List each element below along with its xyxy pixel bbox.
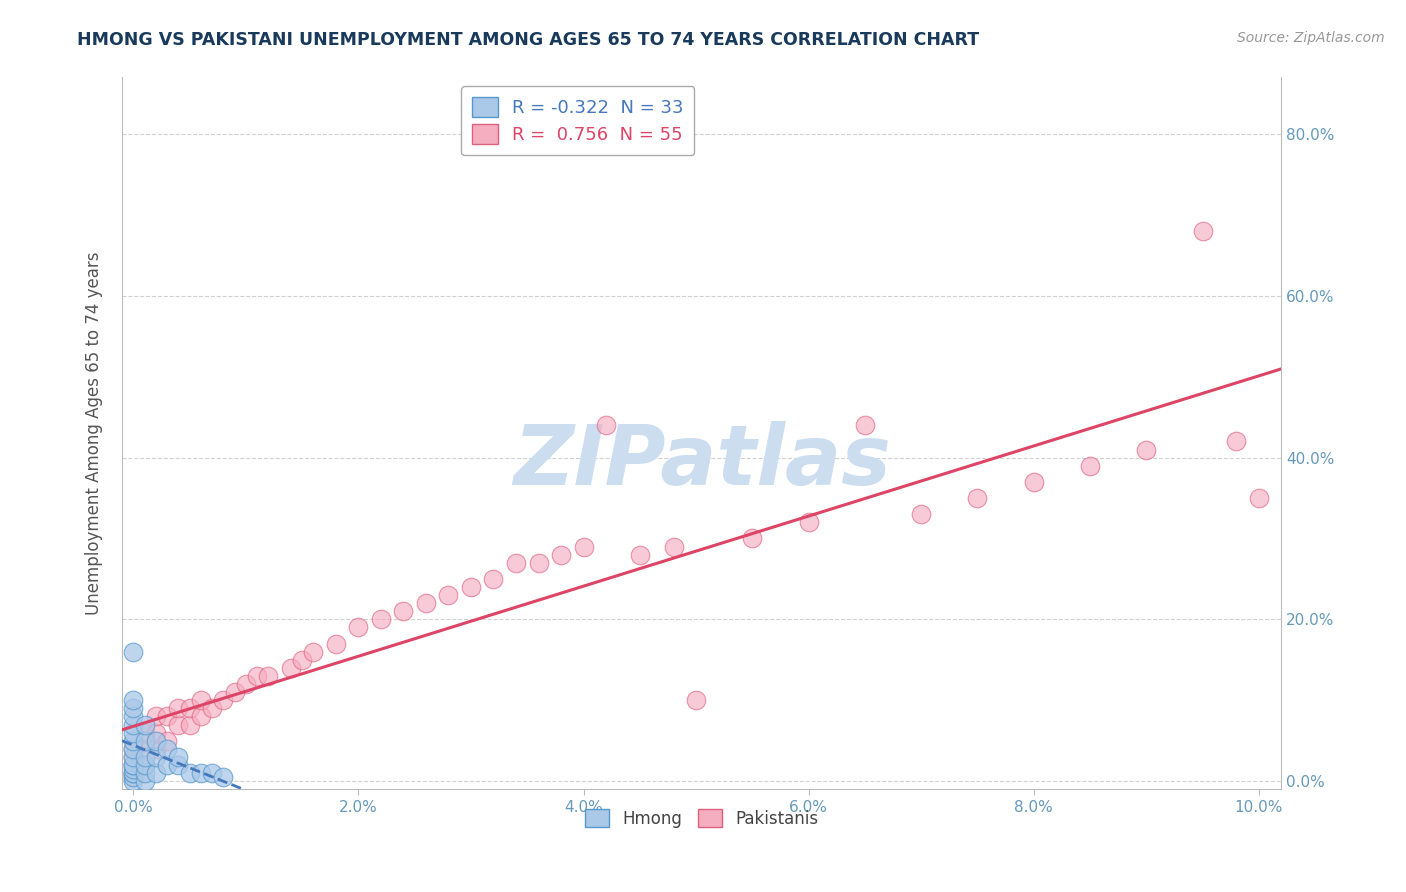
Point	[325, 637, 347, 651]
Point	[122, 701, 145, 715]
Point	[156, 733, 179, 747]
Point	[572, 540, 595, 554]
Point	[156, 758, 179, 772]
Point	[460, 580, 482, 594]
Point	[595, 418, 617, 433]
Point	[122, 766, 145, 780]
Point	[527, 556, 550, 570]
Point	[1225, 434, 1247, 449]
Text: Source: ZipAtlas.com: Source: ZipAtlas.com	[1237, 31, 1385, 45]
Point	[122, 758, 145, 772]
Point	[122, 766, 145, 780]
Point	[392, 604, 415, 618]
Point	[122, 709, 145, 723]
Point	[1135, 442, 1157, 457]
Point	[122, 750, 145, 764]
Point	[190, 766, 212, 780]
Point	[122, 645, 145, 659]
Point	[122, 750, 145, 764]
Point	[122, 725, 145, 739]
Point	[122, 758, 145, 772]
Point	[853, 418, 876, 433]
Point	[179, 766, 201, 780]
Point	[122, 766, 145, 780]
Point	[145, 709, 167, 723]
Point	[741, 532, 763, 546]
Point	[145, 741, 167, 756]
Point	[235, 677, 257, 691]
Point	[246, 669, 269, 683]
Point	[122, 717, 145, 731]
Point	[156, 741, 179, 756]
Point	[291, 653, 314, 667]
Point	[167, 758, 190, 772]
Point	[628, 548, 651, 562]
Point	[550, 548, 572, 562]
Point	[179, 701, 201, 715]
Point	[257, 669, 280, 683]
Point	[145, 766, 167, 780]
Point	[156, 709, 179, 723]
Point	[122, 762, 145, 776]
Point	[122, 741, 145, 756]
Point	[167, 717, 190, 731]
Point	[437, 588, 460, 602]
Point	[122, 693, 145, 707]
Point	[797, 516, 820, 530]
Y-axis label: Unemployment Among Ages 65 to 74 years: Unemployment Among Ages 65 to 74 years	[86, 252, 103, 615]
Point	[122, 733, 145, 747]
Point	[224, 685, 246, 699]
Point	[167, 750, 190, 764]
Point	[415, 596, 437, 610]
Point	[122, 774, 145, 789]
Point	[966, 491, 988, 505]
Point	[910, 507, 932, 521]
Text: ZIPatlas: ZIPatlas	[513, 421, 890, 502]
Point	[212, 770, 235, 784]
Point	[1022, 475, 1045, 489]
Point	[134, 758, 156, 772]
Point	[167, 701, 190, 715]
Point	[1078, 458, 1101, 473]
Point	[122, 770, 145, 784]
Point	[662, 540, 685, 554]
Point	[134, 717, 156, 731]
Point	[122, 758, 145, 772]
Point	[302, 645, 325, 659]
Point	[482, 572, 505, 586]
Point	[134, 741, 156, 756]
Point	[134, 758, 156, 772]
Point	[190, 693, 212, 707]
Point	[145, 733, 167, 747]
Point	[179, 717, 201, 731]
Legend: Hmong, Pakistanis: Hmong, Pakistanis	[578, 802, 825, 834]
Point	[201, 701, 224, 715]
Point	[122, 770, 145, 784]
Point	[1191, 224, 1213, 238]
Text: HMONG VS PAKISTANI UNEMPLOYMENT AMONG AGES 65 TO 74 YEARS CORRELATION CHART: HMONG VS PAKISTANI UNEMPLOYMENT AMONG AG…	[77, 31, 980, 49]
Point	[134, 725, 156, 739]
Point	[212, 693, 235, 707]
Point	[134, 774, 156, 789]
Point	[190, 709, 212, 723]
Point	[134, 750, 156, 764]
Point	[1247, 491, 1270, 505]
Point	[122, 741, 145, 756]
Point	[134, 733, 156, 747]
Point	[280, 661, 302, 675]
Point	[347, 620, 370, 634]
Point	[505, 556, 527, 570]
Point	[685, 693, 707, 707]
Point	[370, 612, 392, 626]
Point	[201, 766, 224, 780]
Point	[134, 766, 156, 780]
Point	[145, 725, 167, 739]
Point	[145, 750, 167, 764]
